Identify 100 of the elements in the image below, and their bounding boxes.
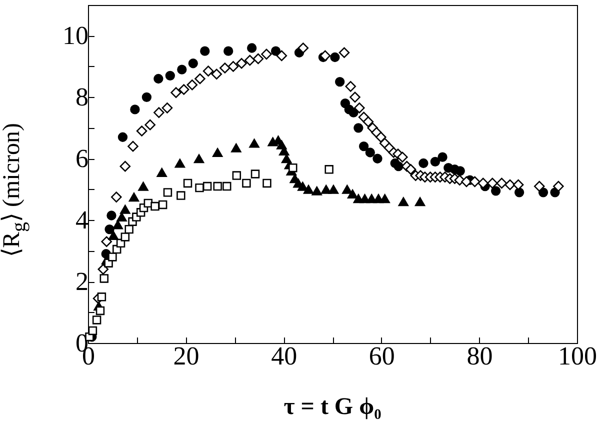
- point: [194, 73, 206, 84]
- point: [504, 179, 516, 190]
- point: [347, 189, 358, 198]
- point: [397, 152, 408, 162]
- point: [165, 70, 175, 80]
- point: [220, 62, 230, 74]
- point: [142, 92, 152, 102]
- point: [194, 154, 204, 164]
- point: [104, 224, 114, 234]
- point: [372, 154, 382, 164]
- point: [101, 236, 112, 247]
- point: [362, 116, 374, 128]
- point: [232, 171, 242, 180]
- point: [469, 176, 480, 188]
- point: [98, 264, 109, 275]
- y-tick-label: 2: [76, 267, 88, 296]
- point: [338, 47, 350, 58]
- y-tick-label: 8: [76, 82, 88, 112]
- point: [455, 166, 465, 176]
- point: [213, 182, 222, 191]
- point: [96, 306, 105, 316]
- point: [394, 161, 404, 172]
- point: [242, 178, 251, 188]
- x-tick-label: 20: [173, 342, 200, 370]
- point: [414, 197, 426, 206]
- point: [358, 142, 369, 152]
- point: [224, 46, 234, 56]
- point: [162, 102, 173, 114]
- point: [228, 61, 239, 72]
- point: [112, 220, 123, 230]
- point: [212, 148, 223, 158]
- point: [108, 252, 117, 262]
- point: [553, 180, 564, 192]
- x-tick-label: 40: [271, 342, 298, 370]
- point: [330, 52, 340, 62]
- point: [144, 119, 156, 130]
- point: [195, 183, 204, 192]
- point: [170, 87, 182, 98]
- point: [200, 46, 210, 56]
- point: [128, 192, 140, 202]
- point: [186, 80, 198, 90]
- point: [270, 46, 281, 56]
- point: [150, 202, 160, 211]
- x-axis-title: τ = t G ϕ₀: [282, 394, 382, 421]
- point: [276, 50, 288, 62]
- point: [380, 194, 390, 204]
- point: [365, 148, 375, 158]
- point: [487, 178, 498, 189]
- point: [490, 186, 501, 196]
- point: [324, 165, 334, 174]
- point: [236, 58, 247, 69]
- y-tick-label: 4: [76, 206, 88, 235]
- point: [211, 68, 222, 80]
- point: [222, 182, 232, 191]
- point: [128, 140, 138, 152]
- point: [288, 163, 298, 172]
- point: [328, 184, 339, 194]
- x-tick-label: 80: [466, 342, 493, 370]
- point: [154, 74, 164, 84]
- point: [348, 108, 358, 118]
- point: [312, 186, 322, 196]
- point: [120, 232, 130, 242]
- point: [250, 170, 260, 178]
- y-tick-label: 10: [62, 21, 88, 50]
- point: [418, 158, 428, 168]
- point: [405, 164, 416, 175]
- point: [335, 76, 345, 87]
- point: [231, 143, 242, 152]
- point: [183, 178, 192, 188]
- point: [252, 53, 264, 64]
- point: [106, 210, 116, 220]
- y-tick-label: 6: [76, 144, 88, 174]
- point: [438, 152, 448, 162]
- point: [298, 182, 308, 191]
- point: [202, 66, 214, 76]
- point: [376, 132, 386, 143]
- point: [496, 178, 508, 189]
- point: [97, 292, 106, 302]
- point: [354, 123, 364, 133]
- point: [136, 126, 148, 136]
- point: [534, 180, 545, 192]
- point: [110, 192, 122, 202]
- point: [108, 230, 119, 240]
- point: [350, 92, 360, 103]
- point: [261, 48, 272, 60]
- point: [120, 160, 131, 172]
- point: [100, 274, 108, 283]
- point: [154, 107, 164, 118]
- point: [188, 58, 198, 68]
- point: [398, 197, 409, 206]
- point: [116, 212, 127, 222]
- point: [177, 64, 187, 74]
- point: [124, 224, 134, 234]
- point: [321, 184, 332, 194]
- point: [298, 42, 309, 54]
- point: [178, 84, 190, 95]
- point: [118, 132, 128, 142]
- point: [88, 326, 98, 336]
- point: [120, 204, 130, 214]
- point: [202, 182, 212, 191]
